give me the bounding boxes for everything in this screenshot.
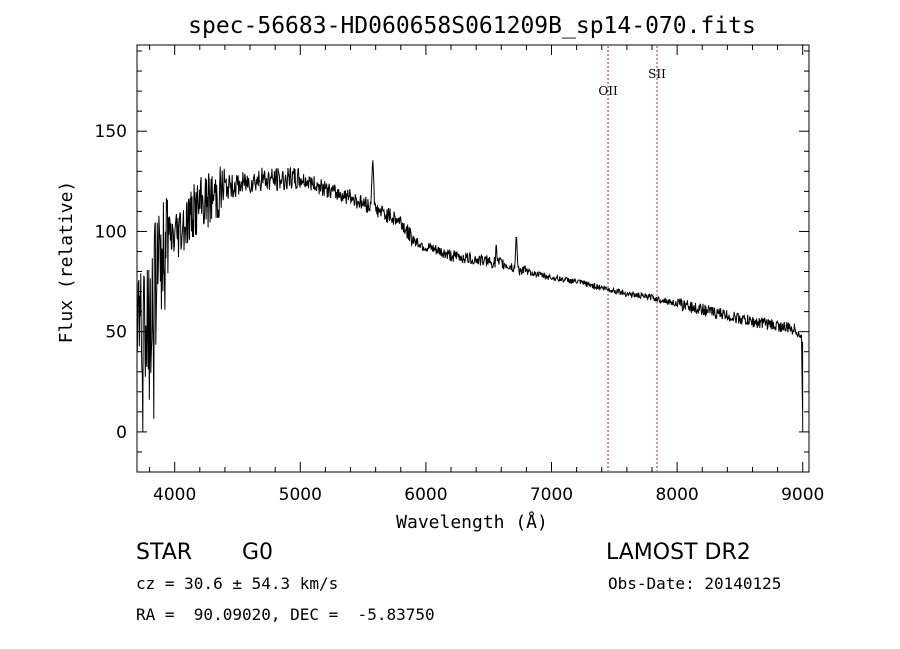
x-tick-label: 9000 (781, 485, 824, 505)
x-tick-label: 8000 (655, 485, 698, 505)
spectral-subclass: G0 (242, 540, 274, 565)
x-tick-label: 5000 (279, 485, 322, 505)
redshift-velocity: cz = 30.6 ± 54.3 km/s (136, 574, 339, 593)
axis-ticks: 4000 5000 6000 7000 8000 9000 0 50 100 150 (95, 45, 824, 505)
spectral-line-markers: OII SII (598, 46, 666, 471)
observation-date: Obs-Date: 20140125 (608, 574, 782, 593)
spectrum-line (136, 160, 804, 432)
object-type: STAR (136, 540, 193, 565)
x-tick-label: 7000 (530, 485, 573, 505)
y-tick-label: 0 (116, 423, 127, 443)
survey-name: LAMOST DR2 (606, 540, 751, 565)
marker-label-sii: SII (648, 67, 666, 81)
x-axis-label: Wavelength (Å) (396, 511, 548, 533)
y-tick-label: 50 (105, 323, 127, 343)
y-tick-label: 150 (95, 122, 127, 142)
marker-label-oii: OII (598, 84, 618, 98)
x-tick-label: 4000 (153, 485, 196, 505)
sky-coordinates: RA = 90.09020, DEC = -5.83750 (136, 605, 435, 624)
y-axis-label: Flux (relative) (56, 181, 77, 344)
plot-frame (136, 44, 810, 473)
x-tick-label: 6000 (404, 485, 447, 505)
y-tick-label: 100 (95, 222, 127, 242)
chart-title: spec-56683-HD060658S061209B_sp14-070.fit… (188, 13, 756, 39)
